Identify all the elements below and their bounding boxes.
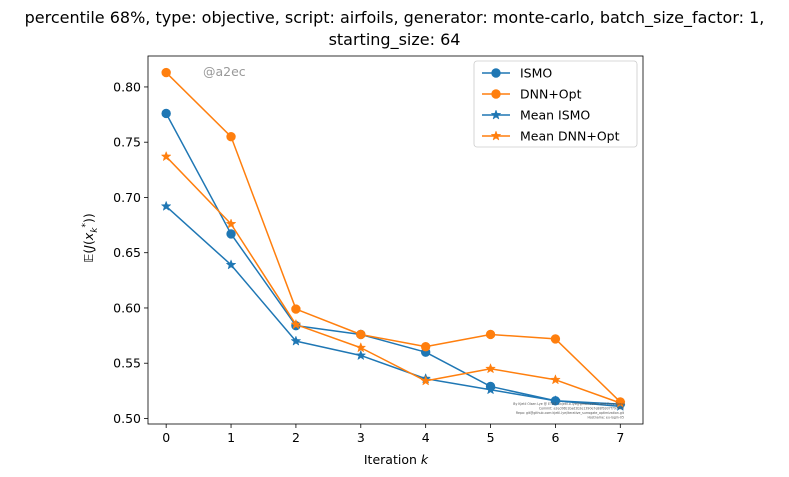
- legend-marker: [491, 89, 501, 99]
- data-point: [549, 374, 561, 385]
- data-point: [355, 342, 367, 353]
- x-tick-label: 7: [616, 430, 624, 445]
- data-point: [290, 335, 302, 346]
- data-point: [291, 304, 301, 314]
- data-point: [614, 397, 626, 408]
- data-point: [550, 334, 561, 344]
- data-point: [226, 131, 236, 142]
- data-point: [356, 329, 366, 340]
- data-point: [161, 67, 171, 78]
- data-point: [485, 363, 496, 374]
- series-mean-dnn-opt: [160, 150, 626, 408]
- x-tick-label: 5: [487, 430, 495, 445]
- chart-title-line2: starting_size: 64: [329, 30, 461, 50]
- data-point: [160, 150, 172, 162]
- series-dnn-opt: [161, 67, 625, 407]
- data-point: [160, 200, 172, 211]
- x-tick-label: 1: [227, 430, 235, 445]
- data-point: [420, 341, 431, 352]
- chart-title-line1: percentile 68%, type: objective, script:…: [25, 8, 765, 28]
- plot-frame: [147, 55, 644, 425]
- series-line: [165, 113, 621, 405]
- y-ticks: 0.50 0.55 0.60 0.65 0.70 0.75 0.80: [113, 79, 148, 426]
- credit-line: By Kjetil Olsen Lye @ ETHZ <kjetil.o.lye…: [513, 402, 624, 406]
- x-axis-label: Iteration k: [364, 452, 429, 467]
- legend-label: Mean DNN+Opt: [520, 129, 620, 144]
- credit-line: Commit: a2ec06b1bad2b2e1390e7e88fb937f79…: [539, 407, 624, 411]
- x-tick-label: 2: [292, 430, 300, 445]
- series-line: [165, 205, 621, 408]
- series-mean-ismo: [160, 200, 626, 411]
- axes: [147, 55, 644, 425]
- legend-box: [473, 60, 638, 148]
- credit-line: Repo: git@github.com:kjetil-lye/iterativ…: [516, 411, 625, 415]
- legend-label: Mean ISMO: [520, 108, 590, 123]
- data-point: [355, 349, 367, 361]
- y-tick-label: 0.80: [113, 79, 141, 94]
- x-ticks: 0 1 2 3 4 5 6 7: [162, 424, 624, 445]
- series-line: [165, 72, 621, 403]
- legend-marker: [490, 130, 502, 141]
- y-tick-label: 0.65: [113, 245, 141, 260]
- legend-marker: [491, 68, 501, 78]
- series-ismo: [161, 108, 625, 409]
- legend-marker: [490, 109, 502, 120]
- x-tick-label: 6: [551, 430, 559, 445]
- x-tick-label: 4: [422, 430, 430, 445]
- data-point: [290, 318, 302, 330]
- x-tick-label: 3: [357, 430, 365, 445]
- y-tick-label: 0.75: [113, 135, 141, 150]
- data-point: [161, 108, 171, 119]
- data-point: [226, 229, 236, 239]
- data-point: [225, 259, 237, 270]
- data-point: [614, 400, 626, 411]
- y-tick-label: 0.60: [113, 300, 141, 315]
- data-point: [225, 218, 237, 229]
- data-point: [549, 395, 561, 406]
- credit-line: Hostname: eu-login-05: [588, 416, 625, 420]
- watermark: @a2ec: [203, 64, 246, 79]
- x-tick-label: 0: [162, 430, 170, 445]
- data-point: [485, 384, 496, 395]
- series-line: [165, 156, 621, 404]
- plot-series: [160, 67, 626, 411]
- data-point: [420, 375, 432, 386]
- y-tick-label: 0.55: [113, 356, 141, 371]
- legend-label: DNN+Opt: [520, 87, 582, 102]
- legend: ISMO DNN+Opt Mean ISMO Mean DNN+Opt: [473, 60, 638, 148]
- legend-label: ISMO: [520, 66, 552, 81]
- y-axis-label: 𝔼(J(xk*)): [81, 213, 100, 262]
- y-tick-label: 0.70: [113, 190, 141, 205]
- y-tick-label: 0.50: [113, 411, 141, 426]
- credit-text: By Kjetil Olsen Lye @ ETHZ <kjetil.o.lye…: [513, 402, 624, 420]
- data-point: [485, 329, 496, 340]
